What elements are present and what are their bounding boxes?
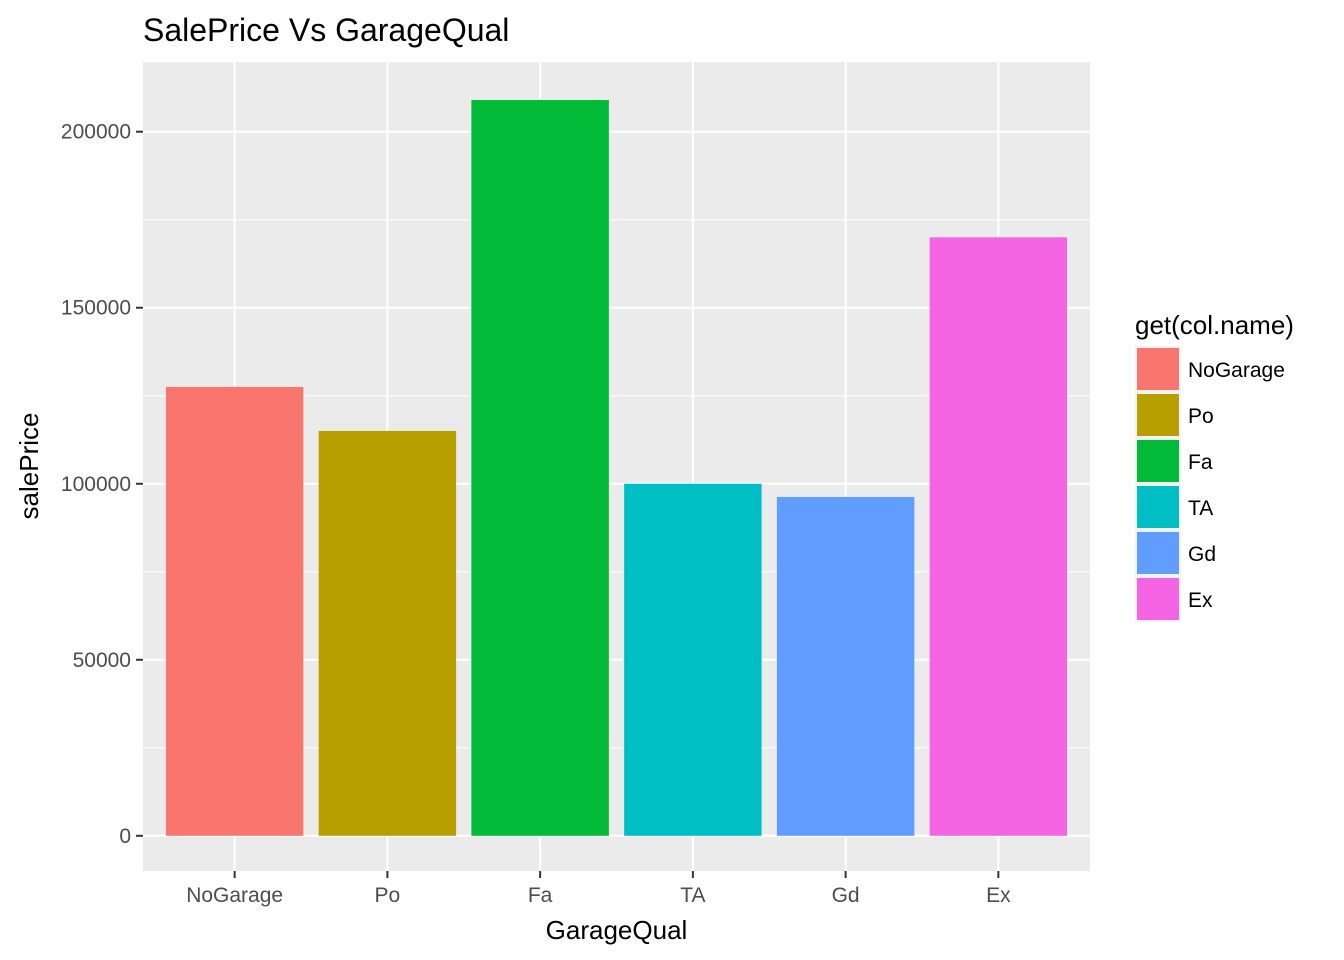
bar-fa — [471, 100, 609, 836]
y-tick-label: 200000 — [61, 121, 131, 144]
y-tick-label: 0 — [119, 825, 131, 848]
bar-ta — [624, 483, 762, 836]
x-tick-label: Ex — [986, 884, 1011, 907]
bars — [165, 100, 1068, 836]
x-tick-label: Fa — [528, 884, 553, 907]
legend-swatch-nogarage — [1137, 348, 1179, 390]
legend-title: get(col.name) — [1135, 310, 1294, 340]
bar-nogarage — [165, 386, 304, 836]
legend-swatch-ex — [1137, 578, 1179, 620]
legend: get(col.name) NoGarage Po Fa TA Gd Ex — [1135, 310, 1294, 622]
bar-po — [318, 430, 457, 836]
y-tick-label: 50000 — [73, 649, 131, 672]
legend-items: NoGarage Po Fa TA Gd Ex — [1135, 346, 1285, 622]
bar-ex — [929, 237, 1068, 836]
legend-label-po: Po — [1188, 405, 1214, 428]
legend-swatch-fa — [1137, 440, 1179, 482]
legend-label-gd: Gd — [1188, 543, 1216, 566]
y-axis-title: salePrice — [14, 413, 44, 520]
chart-title: SalePrice Vs GarageQual — [143, 12, 509, 48]
legend-swatch-ta — [1137, 486, 1179, 528]
x-tick-label: Gd — [832, 884, 860, 907]
legend-label-nogarage: NoGarage — [1188, 359, 1285, 382]
legend-swatch-po — [1137, 394, 1179, 436]
x-tick-label: TA — [680, 884, 705, 907]
x-tick-label: Po — [375, 884, 401, 907]
legend-label-ta: TA — [1188, 497, 1213, 520]
x-axis-title: GarageQual — [546, 915, 688, 945]
y-axis: 0 50000 100000 150000 200000 — [61, 121, 143, 848]
legend-label-fa: Fa — [1188, 451, 1213, 474]
x-tick-label: NoGarage — [186, 884, 283, 907]
y-tick-label: 150000 — [61, 297, 131, 320]
y-tick-label: 100000 — [61, 473, 131, 496]
x-axis: NoGarage Po Fa TA Gd Ex — [186, 871, 1011, 907]
legend-swatch-gd — [1137, 532, 1179, 574]
legend-label-ex: Ex — [1188, 589, 1213, 612]
bar-gd — [776, 496, 915, 836]
